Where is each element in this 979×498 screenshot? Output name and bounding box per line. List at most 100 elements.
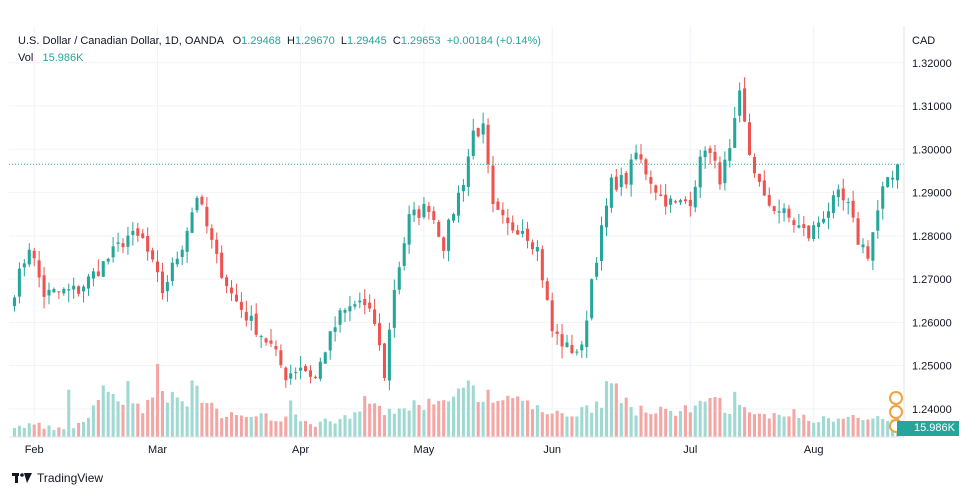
candle-body xyxy=(792,220,796,226)
candle-body xyxy=(185,230,189,252)
volume-bar xyxy=(471,385,475,437)
volume-bar xyxy=(378,405,382,437)
volume-bar xyxy=(678,410,682,437)
candle-body xyxy=(654,185,658,193)
candle-body xyxy=(442,237,446,251)
volume-bar xyxy=(264,413,268,437)
flag-icon[interactable] xyxy=(889,391,903,405)
volume-bars xyxy=(12,363,900,437)
candle-body xyxy=(333,327,337,332)
volume-bar xyxy=(521,400,525,437)
candle-body xyxy=(308,370,312,377)
candle-body xyxy=(82,286,86,292)
volume-bar xyxy=(116,401,120,437)
candle-body xyxy=(812,225,816,240)
candle-body xyxy=(200,196,204,205)
volume-bar xyxy=(669,410,673,437)
candle-body xyxy=(210,228,214,240)
volume-bar xyxy=(368,403,372,437)
candle-body xyxy=(688,199,692,207)
candle-body xyxy=(387,329,391,381)
candle-body xyxy=(669,198,673,205)
volume-bar xyxy=(792,409,796,437)
candle-body xyxy=(121,243,125,248)
plot-area xyxy=(9,26,904,437)
volume-bar xyxy=(674,415,678,437)
volume-bar xyxy=(634,415,638,437)
volume-bar xyxy=(27,423,31,437)
volume-bar xyxy=(387,408,391,437)
tradingview-branding[interactable]: TradingView xyxy=(12,471,103,485)
y-tick-label: 1.31000 xyxy=(912,101,952,113)
tradingview-logo-icon xyxy=(12,473,32,483)
volume-bar xyxy=(284,416,288,437)
y-tick-label: 1.26000 xyxy=(912,317,952,329)
volume-bar xyxy=(822,416,826,437)
volume-bar xyxy=(693,405,697,437)
volume-bar xyxy=(767,418,771,437)
x-tick-label: May xyxy=(414,444,435,456)
volume-bar xyxy=(279,421,283,437)
candle-body xyxy=(22,263,26,268)
candle-body xyxy=(743,88,747,122)
volume-bar xyxy=(373,403,377,437)
candle-body xyxy=(190,212,194,233)
volume-bar xyxy=(639,405,643,437)
volume-bar xyxy=(215,408,219,437)
candle-body xyxy=(284,367,288,381)
volume-bar xyxy=(42,428,46,437)
volume-bar xyxy=(412,400,416,437)
candle-body xyxy=(634,152,638,160)
candle-body xyxy=(619,174,623,188)
volume-bar xyxy=(131,403,135,437)
volume-bar xyxy=(185,406,189,437)
volume-bar xyxy=(787,416,791,437)
volume-bar xyxy=(86,417,90,437)
volume-bar xyxy=(831,421,835,437)
candle-body xyxy=(723,159,727,184)
volume-bar xyxy=(96,399,100,437)
candle-body xyxy=(141,233,145,238)
volume-bar xyxy=(871,418,875,437)
candle-body xyxy=(550,300,554,332)
volume-bar xyxy=(299,421,303,437)
volume-bar xyxy=(708,397,712,437)
candle-body xyxy=(27,249,31,265)
volume-bar xyxy=(644,412,648,437)
candle-body xyxy=(373,309,377,324)
candle-body xyxy=(856,218,860,245)
volume-bar xyxy=(175,397,179,437)
volume-bar xyxy=(304,421,308,437)
candle-body xyxy=(629,159,633,185)
volume-bar xyxy=(437,400,441,437)
flag-icon[interactable] xyxy=(889,405,903,419)
volume-bar xyxy=(407,410,411,437)
x-tick-label: Aug xyxy=(804,444,824,456)
y-tick-label: 1.27000 xyxy=(912,274,952,286)
volume-bar xyxy=(165,402,169,437)
volume-bar xyxy=(57,427,61,437)
volume-bar xyxy=(629,406,633,437)
volume-bar xyxy=(427,398,431,437)
candle-body xyxy=(891,177,895,180)
candle-body xyxy=(146,235,150,252)
candle-body xyxy=(644,159,648,175)
volume-bar xyxy=(205,403,209,437)
volume-bar xyxy=(565,416,569,437)
volume-bar xyxy=(748,412,752,437)
symbol-name: U.S. Dollar / Canadian Dollar, 1D, OANDA xyxy=(18,35,224,47)
volume-bar xyxy=(876,416,880,437)
volume-bar xyxy=(718,397,722,437)
candle-body xyxy=(417,209,421,218)
volume-bar xyxy=(338,419,342,437)
volume-bar xyxy=(713,397,717,437)
candle-body xyxy=(486,124,490,165)
candle-body xyxy=(106,258,110,262)
candle-body xyxy=(363,298,367,306)
candle-body xyxy=(831,195,835,214)
volume-bar xyxy=(486,389,490,437)
volume-bar xyxy=(397,408,401,437)
candle-body xyxy=(501,209,505,216)
candle-body xyxy=(160,271,164,294)
